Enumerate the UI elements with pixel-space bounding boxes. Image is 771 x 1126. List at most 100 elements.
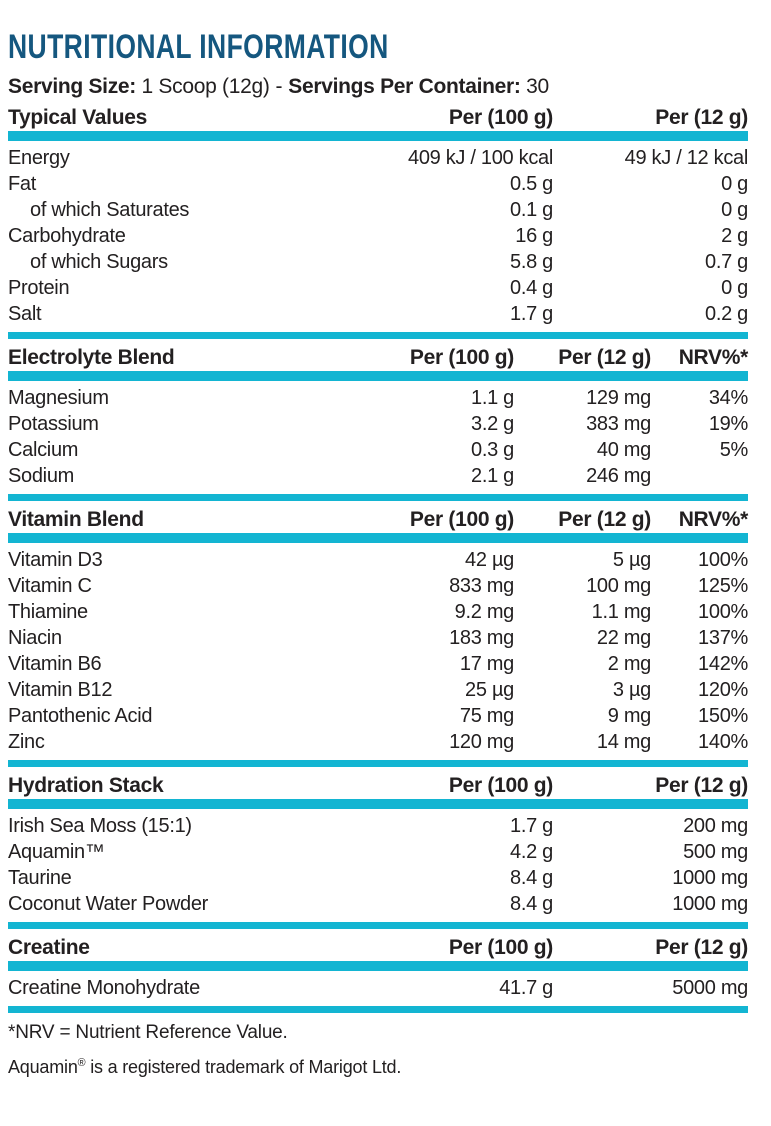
table-row: Fat 0.5 g 0 g: [8, 171, 748, 197]
row-value: 500 mg: [683, 841, 748, 863]
row-value: 0 g: [721, 199, 748, 221]
section-title: Creatine: [8, 936, 90, 959]
row-value: 16 g: [515, 225, 553, 247]
row-label: Potassium: [8, 413, 99, 435]
row-value: 19%: [708, 413, 748, 435]
row-label: Vitamin C: [8, 575, 92, 597]
divider-bar-thin: [8, 760, 748, 767]
section-title: Electrolyte Blend: [8, 346, 175, 369]
table-row: Vitamin B12 25 µg 3 µg 120%: [8, 677, 748, 703]
row-value: 5%: [719, 439, 749, 461]
table-row: Protein 0.4 g 0 g: [8, 275, 748, 301]
column-header: Per (100 g): [448, 106, 553, 129]
row-value: 0.1 g: [510, 199, 553, 221]
row-value: 5.8 g: [510, 251, 553, 273]
divider-bar-thin: [8, 1006, 748, 1013]
table-row: of which Sugars 5.8 g 0.7 g: [8, 249, 748, 275]
section-rows: Magnesium 1.1 g 129 mg 34% Potassium 3.2 g 383…: [8, 381, 748, 492]
section-rows: Irish Sea Moss (15:1) 1.7 g 200 mg Aquamin™…: [8, 809, 748, 920]
row-value: 5000 mg: [672, 977, 748, 999]
row-value: 5 µg: [612, 549, 651, 571]
row-value: 137%: [698, 627, 748, 649]
row-label: Salt: [8, 303, 42, 325]
row-label: Energy: [8, 147, 70, 169]
row-value: 40 mg: [596, 439, 651, 461]
table-row: Thiamine 9.2 mg 1.1 mg 100%: [8, 599, 748, 625]
serving-size-label: Serving Size:: [8, 75, 136, 98]
section-rows: Energy 409 kJ / 100 kcal 49 kJ / 12 kcal Fa…: [8, 141, 748, 330]
row-value: 3.2 g: [471, 413, 514, 435]
row-value: 183 mg: [449, 627, 514, 649]
section-typical-values: Typical Values Per (100 g) Per (12 g) Energ…: [8, 105, 748, 339]
footnote-aquamin: Aquamin® is a registered trademark of Ma…: [8, 1057, 748, 1078]
row-value: 200 mg: [683, 815, 748, 837]
table-row: Salt 1.7 g 0.2 g: [8, 301, 748, 327]
row-value: 41.7 g: [499, 977, 553, 999]
row-label: Vitamin D3: [8, 549, 103, 571]
row-label: Protein: [8, 277, 70, 299]
row-value: 409 kJ / 100 kcal: [408, 147, 553, 169]
section-title: Vitamin Blend: [8, 508, 144, 531]
section-electrolyte-blend: Electrolyte Blend Per (100 g) Per (12 g) NR…: [8, 345, 748, 501]
table-row: Aquamin™ 4.2 g 500 mg: [8, 839, 748, 865]
table-row: Magnesium 1.1 g 129 mg 34%: [8, 385, 748, 411]
row-label: Zinc: [8, 731, 45, 753]
row-value: 0.3 g: [471, 439, 514, 461]
divider-bar-thin: [8, 922, 748, 929]
divider-bar-thick: [8, 371, 748, 381]
table-row: of which Saturates 0.1 g 0 g: [8, 197, 748, 223]
table-row: Vitamin D3 42 µg 5 µg 100%: [8, 547, 748, 573]
row-value: 140%: [698, 731, 748, 753]
table-row: Sodium 2.1 g 246 mg: [8, 463, 748, 489]
row-value: 22 mg: [596, 627, 651, 649]
table-row: Coconut Water Powder 8.4 g 1000 mg: [8, 891, 748, 917]
row-label: Aquamin™: [8, 841, 105, 863]
row-value: 2.1 g: [471, 465, 514, 487]
section-header: Typical Values Per (100 g) Per (12 g): [8, 105, 748, 131]
table-row: Zinc 120 mg 14 mg 140%: [8, 729, 748, 755]
row-value: 9.2 mg: [454, 601, 515, 623]
column-header: Per (12 g): [558, 346, 651, 369]
table-row: Irish Sea Moss (15:1) 1.7 g 200 mg: [8, 813, 748, 839]
row-value: 1.7 g: [510, 815, 553, 837]
table-row: Pantothenic Acid 75 mg 9 mg 150%: [8, 703, 748, 729]
servings-per-container-label: Servings Per Container:: [288, 75, 521, 98]
row-value: 0.4 g: [510, 277, 553, 299]
section-hydration-stack: Hydration Stack Per (100 g) Per (12 g) Iris…: [8, 773, 748, 929]
row-value: 8.4 g: [510, 893, 553, 915]
row-label: Fat: [8, 173, 36, 195]
section-header: Creatine Per (100 g) Per (12 g): [8, 935, 748, 961]
column-header: Per (12 g): [655, 936, 748, 959]
divider-bar-thick: [8, 961, 748, 971]
row-value: 2 mg: [607, 653, 652, 675]
column-header: Per (100 g): [409, 346, 514, 369]
section-title: Typical Values: [8, 106, 147, 129]
row-label: Coconut Water Powder: [8, 893, 209, 915]
row-value: 3 µg: [612, 679, 651, 701]
row-value: 0 g: [721, 277, 748, 299]
divider-bar-thick: [8, 799, 748, 809]
divider-bar-thin: [8, 494, 748, 501]
section-creatine: Creatine Per (100 g) Per (12 g) Creatine Mo…: [8, 935, 748, 1013]
section-title: Hydration Stack: [8, 774, 164, 797]
row-label: Taurine: [8, 867, 72, 889]
footnote-nrv: *NRV = Nutrient Reference Value.: [8, 1022, 288, 1043]
row-label: Pantothenic Acid: [8, 705, 153, 727]
row-value: 25 µg: [465, 679, 514, 701]
footnote-aquamin-text: is a registered trademark of Marigot Ltd…: [85, 1057, 402, 1077]
serving-info-line: Serving Size: 1 Scoop (12g) - Servings Per…: [8, 75, 748, 99]
section-header: Hydration Stack Per (100 g) Per (12 g): [8, 773, 748, 799]
row-label: Thiamine: [8, 601, 88, 623]
section-header: Electrolyte Blend Per (100 g) Per (12 g) NR…: [8, 345, 748, 371]
row-value: 129 mg: [586, 387, 651, 409]
row-value: 14 mg: [596, 731, 651, 753]
row-value: 2 g: [721, 225, 748, 247]
row-value: 34%: [708, 387, 748, 409]
nutrition-label: NUTRITIONAL INFORMATION Serving Size: 1 …: [8, 30, 748, 1078]
row-value: 100%: [698, 601, 748, 623]
column-header: Per (12 g): [558, 508, 651, 531]
row-value: 9 mg: [607, 705, 652, 727]
row-label: of which Sugars: [30, 251, 168, 273]
section-vitamin-blend: Vitamin Blend Per (100 g) Per (12 g) NRV%* V…: [8, 507, 748, 767]
row-value: 1.1 g: [471, 387, 514, 409]
